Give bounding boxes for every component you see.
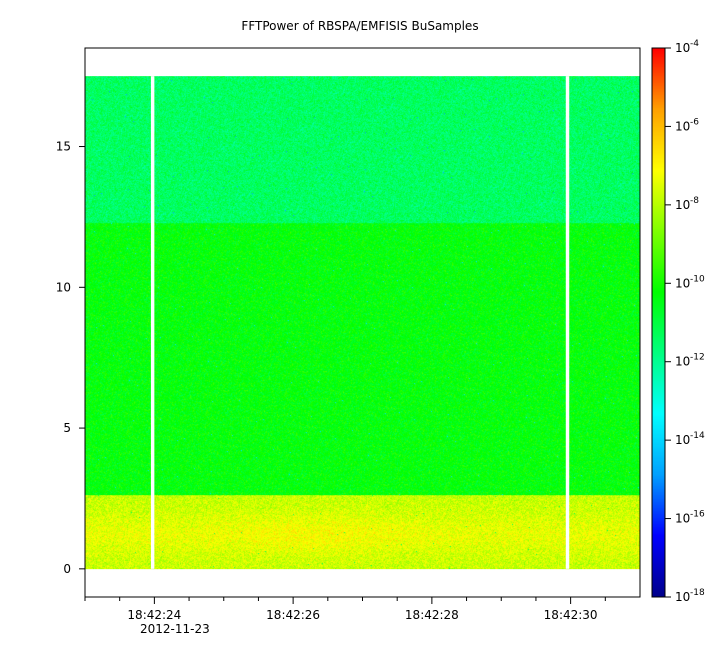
x-tick-label: 18:42:28 [405, 608, 459, 622]
data-gaps [150, 76, 570, 569]
colorbar-tick-label: 10 [675, 590, 690, 604]
colorbar-tick-label: 10 [675, 355, 690, 369]
x-tick-label: 18:42:26 [266, 608, 320, 622]
x-axis: 18:42:24 18:42:26 18:42:28 18:42:30 [84, 597, 606, 622]
colorbar-tick-exponent: -4 [690, 39, 699, 49]
colorbar-tick-exponent: -18 [690, 588, 705, 598]
y-tick-label: 5 [63, 421, 71, 435]
x-axis-date-label: 2012-11-23 [140, 622, 210, 636]
chart-title: FFTPower of RBSPA/EMFISIS BuSamples [241, 19, 478, 33]
data-gap [150, 76, 155, 569]
colorbar-tick-label: 10 [675, 119, 690, 133]
y-axis: 0 5 10 15 [56, 140, 85, 576]
colorbar-tick-label: 10 [675, 198, 690, 212]
x-tick-label: 18:42:30 [544, 608, 598, 622]
colorbar-tick-exponent: -16 [690, 510, 705, 520]
x-tick-label: 18:42:24 [127, 608, 181, 622]
colorbar-frame [651, 47, 666, 598]
colorbar-tick-exponent: -14 [690, 431, 705, 441]
y-tick-label: 0 [63, 562, 71, 576]
y-tick-label: 10 [56, 280, 71, 294]
colorbar-tick-exponent: -8 [690, 196, 699, 206]
colorbar-tick-exponent: -10 [690, 274, 705, 284]
colorbar-tick-exponent: -6 [690, 117, 699, 127]
data-gap [565, 76, 570, 569]
plot-area [84, 47, 641, 598]
colorbar-tick-label: 10 [675, 41, 690, 55]
y-tick-label: 15 [56, 140, 71, 154]
colorbar-tick-label: 10 [675, 276, 690, 290]
colorbar-gradient [652, 48, 665, 597]
spectrogram-heatmap [85, 76, 640, 570]
colorbar-tick-label: 10 [675, 433, 690, 447]
colorbar-tick-label: 10 [675, 512, 690, 526]
colorbar-tick-exponent: -12 [690, 353, 705, 363]
